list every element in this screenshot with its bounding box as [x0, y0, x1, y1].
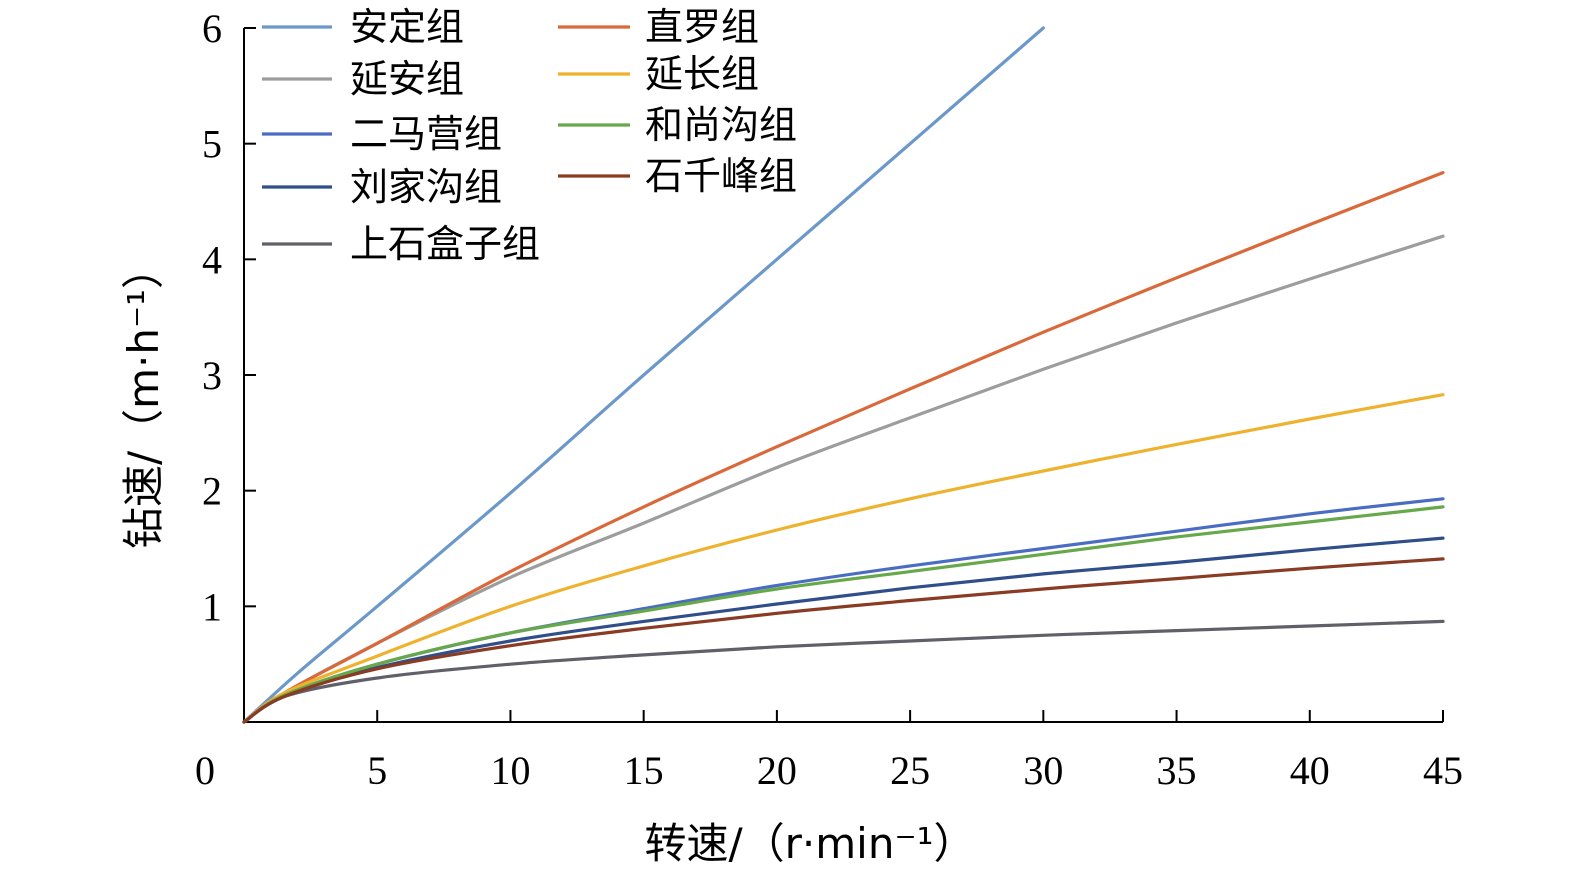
legend-label: 直罗组: [645, 5, 759, 49]
x-tick-label: 35: [1157, 748, 1197, 793]
legend-label: 石千峰组: [645, 154, 797, 198]
series-line-5: [242, 171, 1445, 724]
x-tick-label: 15: [624, 748, 664, 793]
series-line-1: [242, 234, 1445, 724]
x-tick-label: 25: [890, 748, 930, 793]
legend-label: 和尚沟组: [645, 103, 797, 147]
series-line-6: [242, 393, 1445, 724]
legend-label: 刘家沟组: [350, 165, 502, 209]
y-tick-label: 3: [202, 353, 222, 398]
x-tick-label: 30: [1023, 748, 1063, 793]
series-line-8: [242, 557, 1445, 724]
series-line-0: [242, 26, 1045, 724]
origin-label: 0: [195, 748, 215, 793]
legend-label: 延长组: [645, 52, 759, 96]
legend-label: 二马营组: [350, 112, 502, 156]
series-line-7: [242, 505, 1445, 724]
x-tick-label: 5: [367, 748, 387, 793]
x-tick-label: 40: [1290, 748, 1330, 793]
y-tick-label: 5: [202, 122, 222, 167]
y-tick-label: 2: [202, 469, 222, 514]
series-line-4: [242, 619, 1445, 724]
legend-label: 安定组: [350, 5, 464, 49]
y-tick-label: 6: [202, 6, 222, 51]
series-lines: [242, 26, 1445, 724]
x-tick-label: 45: [1423, 748, 1463, 793]
x-axis-title: 转速/（r·min⁻¹）: [645, 819, 976, 868]
y-tick-label: 4: [202, 237, 222, 282]
y-axis-title: 钻速/（m·h⁻¹）: [119, 247, 168, 549]
series-line-2: [242, 497, 1445, 724]
y-tick-label: 1: [202, 584, 222, 629]
legend-label: 延安组: [350, 57, 464, 101]
legend-label: 上石盒子组: [350, 222, 540, 266]
x-tick-label: 10: [490, 748, 530, 793]
x-tick-label: 20: [757, 748, 797, 793]
